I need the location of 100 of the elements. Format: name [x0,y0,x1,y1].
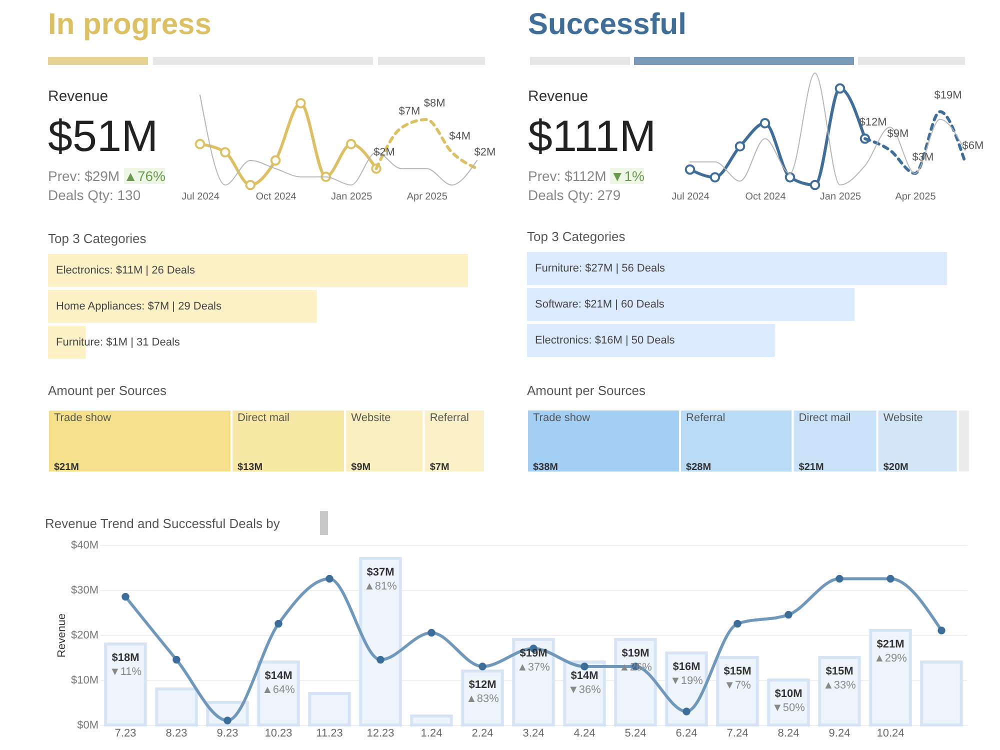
bar [155,688,198,726]
x-tick-label: 2.24 [472,728,494,740]
x-tick-label: 3.24 [522,728,544,740]
text: Prev: $29M [48,168,120,184]
x-tick-label: Oct 2024 [256,192,297,202]
annotation: ▼50% [772,702,806,714]
x-tick-label: 7.24 [726,728,748,740]
data-label: $10M [774,688,802,700]
point [296,98,306,108]
y-tick-label: $30M [70,584,98,596]
data-label: $8M [424,98,446,110]
data-label: $20M [883,462,908,473]
bar [512,638,555,726]
data-label: $15M [724,666,752,678]
data-label: $2M [474,146,496,159]
annotation: ▲33% [823,680,856,692]
bar [359,557,402,726]
text: ▲76% [124,168,166,184]
annotation: ▼19% [670,675,704,687]
series-label: Website [351,412,391,424]
series-label: Direct mail [238,412,290,424]
text: Revenue [48,88,108,105]
x-tick-label: Apr 2025 [895,192,936,202]
series-label: Trade show [54,412,112,424]
data-label: $19M [622,648,650,660]
bar [410,714,453,726]
y-tick-label: Software: $21M | 60 Deals [535,298,665,310]
y-tick-label: $10M [70,674,98,686]
data-label: $14M [570,670,598,682]
x-tick-label: Jul 2024 [182,192,220,202]
x-tick-label: Jan 2025 [820,192,862,202]
series-label: Direct mail [798,412,851,424]
point [784,172,796,182]
text: ▼1% [610,168,644,184]
x-tick-label: 8.23 [166,728,188,740]
bar [869,629,912,726]
annotation: ▲37% [517,662,550,674]
annotation: ▼11% [109,666,142,678]
x-tick-label: Jul 2024 [672,192,710,202]
annotation: ▲26% [619,662,652,674]
data-label: $21M [798,462,824,473]
point [245,180,256,190]
bar [104,642,147,726]
point [346,138,356,150]
x-tick-label: 10.23 [264,728,292,740]
chart-title: Top 3 Categories [527,229,626,244]
x-tick-label: 1.24 [420,728,442,740]
data-label: $38M [533,462,558,473]
point [834,83,846,94]
point [734,141,746,152]
bar [308,692,351,726]
data-label: $2M [374,146,395,159]
y-tick-label: Furniture: $27M | 56 Deals [535,262,666,275]
data-label: $9M [887,128,909,140]
y-tick-label: Home Appliances: $7M | 29 Deals [56,300,222,312]
point [760,118,770,128]
data-label: $21M [876,638,904,650]
text: Deals Qty: 279 [528,187,621,203]
point [194,138,206,150]
chart-title: Top 3 Categories [48,231,147,246]
text: Revenue [528,88,588,105]
data-label: $16M [672,661,700,673]
x-tick-label: Oct 2024 [745,192,786,202]
text: $51M [48,112,158,162]
bar [257,660,300,726]
annotation: ▲29% [874,652,908,664]
series-label: Referral [686,412,726,424]
data-label: $19M [934,90,962,102]
x-tick-label: 9.23 [216,728,238,740]
x-tick-label: 7.23 [114,728,136,740]
x-tick-label: Jan 2025 [331,192,373,202]
chart-title: In progress [48,8,212,42]
bar [920,660,963,726]
y-tick-label: $0M [77,720,98,732]
x-tick-label: 9.24 [828,728,850,740]
annotation: ▼7% [724,680,752,692]
series-label: Trade show [533,412,590,424]
x-tick-label: 6.24 [676,728,698,740]
data-label: $9M [351,462,371,473]
chart-title: Revenue Trend and Successful Deals by [45,516,280,531]
data-label: $7M [398,106,420,118]
text: Prev: $112M [528,168,606,184]
bar [614,638,657,726]
chart-title: Amount per Sources [48,383,168,398]
y-tick-label: $40M [70,540,98,552]
text: $111M [528,112,656,162]
bar [563,660,606,726]
x-tick-label: 8.24 [778,728,800,740]
y-tick-label: Electronics: $16M | 50 Deals [535,334,676,346]
y-tick-label: Electronics: $11M | 26 Deals [56,264,196,277]
bar [461,670,504,726]
x-tick-label: 5.24 [624,728,646,740]
bar [716,656,759,726]
bar [665,652,708,726]
data-label: $12M [468,679,496,691]
text: Deals Qty: 130 [48,187,141,203]
annotation: ▼36% [568,684,602,696]
x-tick-label: 12.23 [366,728,394,740]
data-label: $6M [962,140,984,152]
x-tick-label: 11.23 [316,728,343,740]
